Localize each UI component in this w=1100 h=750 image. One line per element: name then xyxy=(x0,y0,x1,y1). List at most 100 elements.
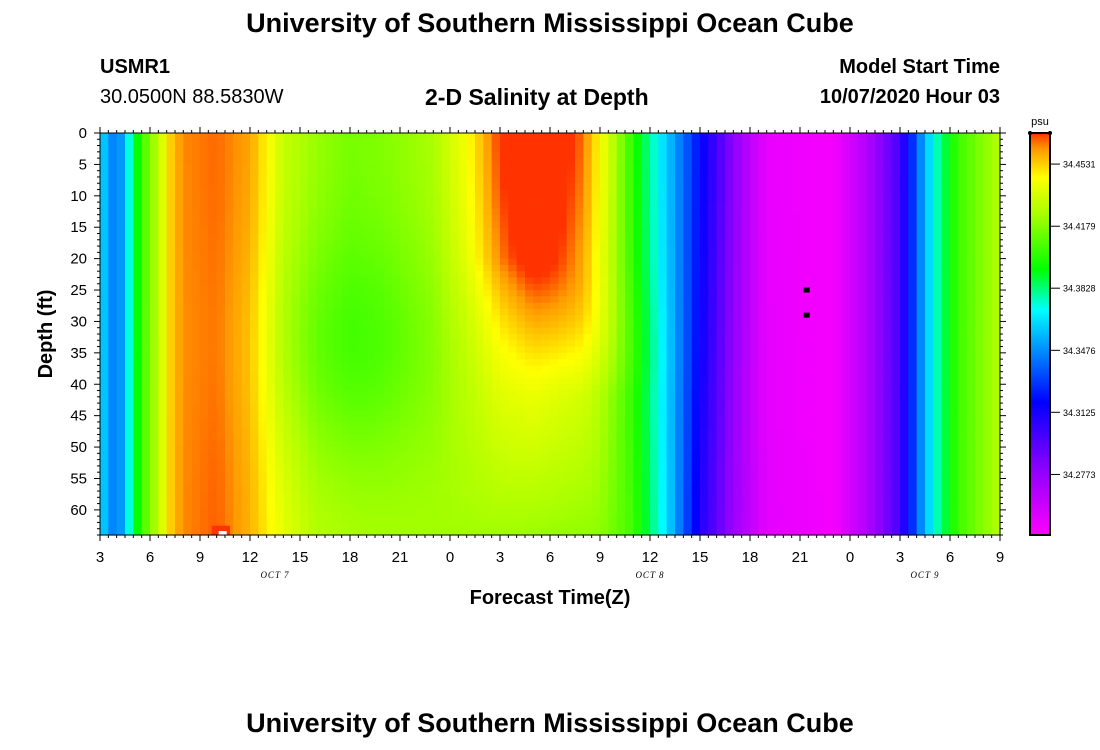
heat-cell xyxy=(358,246,368,253)
heat-cell xyxy=(250,346,259,354)
heat-cell xyxy=(266,453,276,461)
heat-cell xyxy=(525,390,534,398)
heat-cell xyxy=(108,384,118,392)
heat-cell xyxy=(216,315,226,323)
heat-cell xyxy=(458,340,468,348)
heat-cell xyxy=(633,239,643,247)
heat-cell xyxy=(425,359,434,367)
heat-cell xyxy=(716,516,726,524)
heat-cell xyxy=(300,503,309,511)
heat-cell xyxy=(741,516,751,524)
heat-cell xyxy=(641,384,651,392)
heat-cell xyxy=(341,421,351,429)
heat-cell xyxy=(258,264,268,272)
heat-cell xyxy=(525,271,534,279)
heat-cell xyxy=(458,139,468,147)
heat-cell xyxy=(708,252,718,260)
heat-cell xyxy=(141,151,151,159)
heat-cell xyxy=(583,290,593,297)
heat-cell xyxy=(633,440,643,448)
heat-cell xyxy=(241,503,251,511)
heat-cell xyxy=(691,377,701,385)
heat-cell xyxy=(433,296,443,304)
heat-cell xyxy=(608,503,618,511)
heat-cell xyxy=(258,522,268,530)
heat-cell xyxy=(366,346,376,354)
heat-cell xyxy=(691,384,701,392)
heat-cell xyxy=(658,453,668,461)
heat-cell xyxy=(450,421,459,429)
heat-cell xyxy=(450,497,459,505)
heat-cell xyxy=(508,503,518,511)
heat-cell xyxy=(391,434,401,442)
heat-cell xyxy=(158,133,168,140)
heat-cell xyxy=(383,233,393,241)
heat-cell xyxy=(408,334,418,341)
heat-cell xyxy=(633,409,643,417)
heat-cell xyxy=(375,447,384,454)
heat-cell xyxy=(558,334,568,341)
heat-cell xyxy=(175,227,184,235)
heat-cell xyxy=(725,183,734,191)
heat-cell xyxy=(108,176,118,184)
heat-cell xyxy=(291,220,301,228)
heat-cell xyxy=(625,522,634,530)
heat-cell xyxy=(341,258,351,266)
heat-cell xyxy=(391,239,401,247)
heat-cell xyxy=(241,484,251,492)
heat-cell xyxy=(375,246,384,253)
heat-cell xyxy=(575,516,584,524)
heat-cell xyxy=(683,315,693,323)
heat-cell xyxy=(616,403,626,410)
heat-cell xyxy=(333,145,343,153)
heat-cell xyxy=(258,183,268,191)
heat-cell xyxy=(550,239,559,247)
heat-cell xyxy=(625,214,634,222)
heat-cell xyxy=(408,352,418,360)
heat-cell xyxy=(316,377,326,385)
heat-cell xyxy=(683,145,693,153)
heat-cell xyxy=(175,246,184,253)
heat-cell xyxy=(333,465,343,473)
heat-cell xyxy=(483,170,493,178)
heat-cell xyxy=(216,421,226,429)
heat-cell xyxy=(616,440,626,448)
heat-cell xyxy=(241,440,251,448)
heat-cell xyxy=(366,447,376,454)
heat-cell xyxy=(600,271,609,279)
heat-cell xyxy=(316,315,326,323)
heat-cell xyxy=(308,315,318,323)
heat-cell xyxy=(158,290,168,297)
heat-cell xyxy=(200,415,209,423)
heat-cell xyxy=(283,503,293,511)
heat-cell xyxy=(275,321,284,329)
heat-cell xyxy=(383,290,393,297)
heat-cell xyxy=(250,145,259,153)
heat-cell xyxy=(100,195,109,203)
heat-cell xyxy=(383,246,393,253)
heat-cell xyxy=(650,227,659,235)
heat-cell xyxy=(250,133,259,140)
heat-cell xyxy=(500,497,509,505)
heat-cell xyxy=(150,421,159,429)
heat-cell xyxy=(350,158,359,166)
heat-cell xyxy=(100,409,109,417)
heat-cell xyxy=(683,151,693,159)
heat-cell xyxy=(525,183,534,191)
heat-cell xyxy=(250,409,259,417)
heat-cell xyxy=(416,421,426,429)
heat-cell xyxy=(691,516,701,524)
heat-cell xyxy=(175,170,184,178)
heat-cell xyxy=(450,472,459,480)
heat-cell xyxy=(550,472,559,480)
heat-cell xyxy=(383,365,393,373)
heat-cell xyxy=(350,403,359,410)
heat-cell xyxy=(275,164,284,172)
heat-cell xyxy=(658,384,668,392)
heat-cell xyxy=(133,145,143,153)
heat-cell xyxy=(733,409,743,417)
heat-cell xyxy=(616,139,626,147)
heat-cell xyxy=(525,516,534,524)
heat-cell xyxy=(533,396,543,404)
heat-cell xyxy=(391,164,401,172)
